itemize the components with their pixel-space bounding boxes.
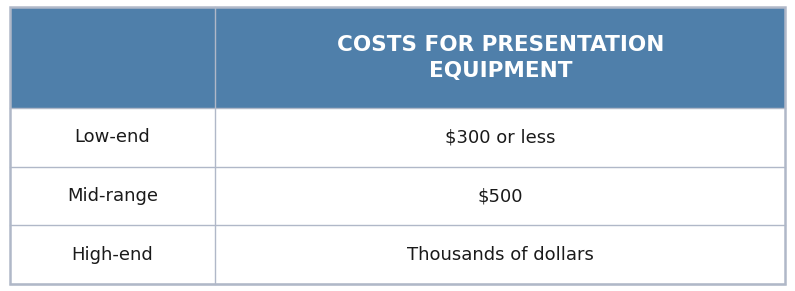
Bar bbox=[10, 108, 785, 167]
Text: COSTS FOR PRESENTATION
EQUIPMENT: COSTS FOR PRESENTATION EQUIPMENT bbox=[336, 35, 664, 81]
Bar bbox=[10, 167, 785, 226]
Text: $300 or less: $300 or less bbox=[445, 129, 556, 146]
Text: $500: $500 bbox=[478, 187, 523, 205]
Bar bbox=[10, 7, 785, 108]
Text: Thousands of dollars: Thousands of dollars bbox=[407, 246, 594, 264]
Text: Low-end: Low-end bbox=[75, 129, 150, 146]
Text: High-end: High-end bbox=[72, 246, 153, 264]
Text: Mid-range: Mid-range bbox=[67, 187, 158, 205]
Bar bbox=[10, 226, 785, 284]
